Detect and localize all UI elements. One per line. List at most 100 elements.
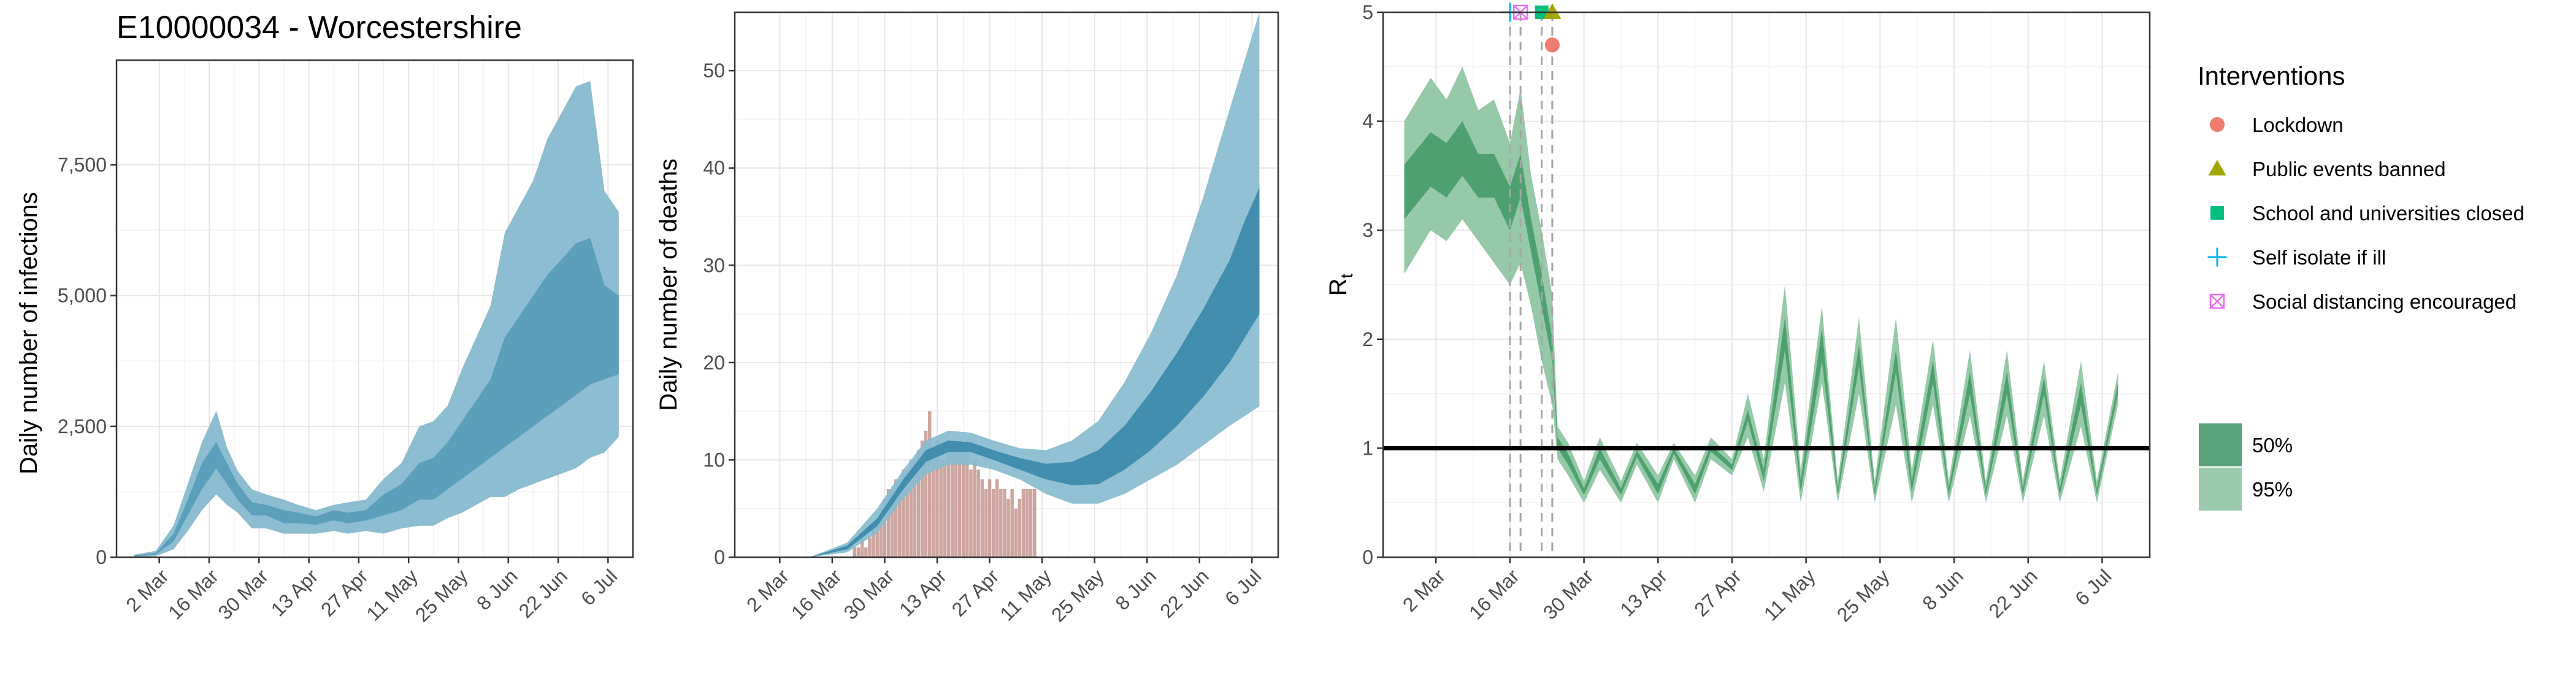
death-bar (924, 430, 928, 557)
y-tick-label: 0 (96, 546, 107, 568)
figure-title: E10000034 - Worcestershire (117, 10, 522, 45)
death-bar (920, 440, 924, 557)
death-bar (898, 479, 902, 557)
death-bar (894, 479, 898, 557)
y-tick-label: 3 (1362, 219, 1373, 241)
death-bar (969, 469, 973, 557)
infections-y-axis-label: Daily number of infections (15, 192, 42, 474)
legend-label: Public events banned (2252, 158, 2446, 180)
ci-legend-key (2199, 468, 2242, 511)
rt-panel-border (1382, 11, 2151, 558)
death-bar (861, 538, 864, 557)
death-bar (935, 440, 939, 557)
death-bar (987, 479, 992, 557)
infections-band-50 (134, 237, 619, 557)
death-bar (1029, 489, 1033, 557)
death-bar (886, 489, 891, 557)
ci-legend-item: 50% (2199, 423, 2293, 466)
death-bar (946, 450, 951, 557)
death-bar (939, 460, 943, 557)
rt-band-95 (1404, 66, 2118, 503)
death-bar (868, 538, 872, 557)
legend-label: Lockdown (2252, 114, 2344, 136)
legend-item: Lockdown (2209, 114, 2344, 136)
death-bar (905, 469, 909, 557)
death-bar (957, 440, 962, 557)
death-bar (1025, 489, 1029, 557)
y-tick-label: 5,000 (58, 285, 107, 307)
death-bar (875, 518, 879, 557)
death-bar (980, 479, 984, 557)
death-bar (879, 508, 883, 557)
deaths-y-axis-label: Daily number of deaths (655, 158, 682, 411)
legend-key (2209, 117, 2225, 133)
legend-item: Self isolate if ill (2207, 246, 2386, 269)
y-tick-label: 40 (703, 157, 725, 179)
ci-legend-label: 50% (2252, 434, 2293, 457)
y-tick-label: 20 (703, 352, 725, 374)
deaths-panel-border (734, 11, 1279, 558)
y-tick-label: 2 (1362, 328, 1373, 350)
death-bar (1021, 489, 1025, 557)
y-tick-label: 5 (1362, 1, 1373, 23)
y-tick-label: 10 (703, 449, 725, 471)
ci-legend: 50% 95% (2199, 423, 2293, 511)
legend-key (2210, 206, 2224, 220)
legend-label: School and universities closed (2252, 202, 2524, 225)
death-bar (984, 489, 988, 557)
legend-label: Social distancing encouraged (2252, 290, 2517, 313)
intervention-marker (1543, 3, 1562, 19)
legend-key (2208, 160, 2226, 176)
legend-label: Self isolate if ill (2252, 246, 2386, 269)
death-bar (864, 547, 868, 557)
y-tick-label: 7,500 (58, 154, 107, 176)
death-bar (976, 469, 980, 557)
death-bar (973, 460, 976, 557)
y-tick-label: 1 (1362, 437, 1373, 459)
deaths-band-50 (810, 187, 1260, 557)
rt-band-50 (1404, 121, 2118, 495)
death-bar (909, 460, 913, 557)
ci-legend-label: 95% (2252, 478, 2293, 501)
death-bar (1010, 489, 1014, 557)
death-bar (1018, 498, 1022, 557)
death-bar (950, 440, 954, 557)
interventions-legend: Lockdown Public events banned School and u… (2207, 114, 2524, 313)
death-bar (913, 460, 917, 557)
y-tick-label: 0 (1362, 546, 1373, 568)
legend-item: School and universities closed (2210, 202, 2524, 225)
death-bar (1033, 489, 1037, 557)
reported-deaths-bars (853, 411, 1037, 557)
intervention-lines (1509, 12, 1554, 557)
legend-item: Public events banned (2208, 158, 2446, 180)
y-tick-label: 2,500 (58, 415, 107, 438)
intervention-marker (1544, 37, 1560, 53)
y-axis-label-subscript: t (1337, 273, 1356, 278)
death-bar (916, 450, 921, 557)
death-bar (943, 460, 946, 557)
y-tick-label: 4 (1362, 110, 1373, 133)
death-bar (954, 450, 958, 557)
death-bar (999, 489, 1003, 557)
ci-legend-key (2199, 423, 2242, 466)
y-tick-label: 30 (703, 254, 725, 276)
death-bar (991, 489, 995, 557)
y-tick-label: 0 (714, 546, 725, 568)
legend-key (2207, 247, 2227, 267)
death-bar (1006, 498, 1010, 557)
y-tick-label: 50 (703, 60, 725, 82)
death-bar (1003, 489, 1006, 557)
legend-key (2209, 293, 2225, 309)
death-bar (995, 479, 999, 557)
death-bar (902, 469, 905, 557)
ci-legend-item: 95% (2199, 468, 2293, 511)
death-bar (961, 450, 965, 557)
death-bar (856, 547, 861, 557)
infections-panel-border (115, 59, 634, 558)
legend: Interventions Lockdown Public events bann… (2198, 61, 2524, 511)
death-bar (932, 450, 935, 557)
death-bar (965, 440, 969, 557)
